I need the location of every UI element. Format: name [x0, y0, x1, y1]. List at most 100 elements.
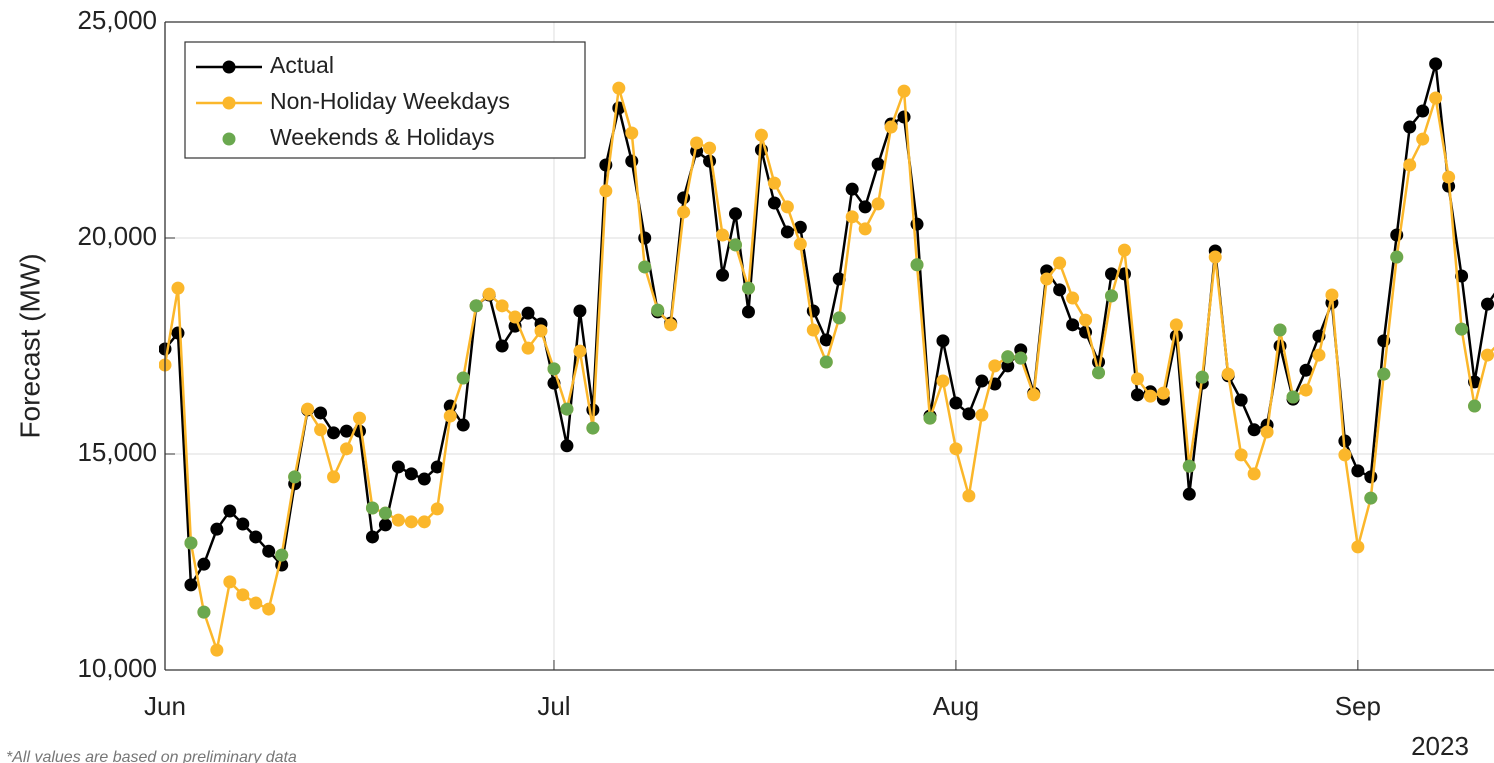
data-point — [858, 200, 872, 214]
legend-marker — [222, 96, 236, 110]
data-point — [1273, 323, 1287, 337]
data-point — [1066, 291, 1080, 305]
data-point — [1455, 322, 1469, 336]
data-point — [1221, 367, 1235, 381]
data-point — [949, 442, 963, 456]
data-point — [340, 424, 354, 438]
data-point — [1351, 464, 1365, 478]
data-point — [430, 460, 444, 474]
data-point — [1001, 359, 1015, 373]
x-tick-label: Aug — [933, 691, 979, 721]
data-point — [625, 126, 639, 140]
legend-label: Actual — [270, 52, 334, 78]
data-point — [858, 222, 872, 236]
data-point — [560, 402, 574, 416]
data-point — [378, 506, 392, 520]
data-point — [741, 305, 755, 319]
data-point — [949, 396, 963, 410]
data-point — [184, 578, 198, 592]
data-point — [1130, 388, 1144, 402]
data-point — [703, 141, 717, 155]
data-point — [1156, 386, 1170, 400]
data-point — [1027, 388, 1041, 402]
data-point — [806, 323, 820, 337]
data-point — [962, 407, 976, 421]
data-point — [599, 184, 613, 198]
data-point — [1014, 351, 1028, 365]
data-point — [767, 196, 781, 210]
data-point — [716, 268, 730, 282]
y-tick-label: 10,000 — [77, 653, 157, 683]
data-point — [1105, 289, 1119, 303]
data-point — [664, 318, 678, 332]
data-point — [1105, 267, 1119, 281]
data-point — [1079, 313, 1093, 327]
data-point — [495, 339, 509, 353]
data-point — [456, 371, 470, 385]
data-point — [1234, 448, 1248, 462]
data-point — [832, 311, 846, 325]
data-point — [845, 210, 859, 224]
y-tick-label: 25,000 — [77, 5, 157, 35]
data-point — [197, 605, 211, 619]
data-point — [534, 324, 548, 338]
data-point — [1312, 348, 1326, 362]
data-point — [1130, 372, 1144, 386]
axes: 10,000 15,000 20,000 25,000 Jun Jul Aug Sep — [77, 5, 1494, 721]
data-point — [1053, 256, 1067, 270]
data-point — [301, 402, 315, 416]
data-point — [430, 502, 444, 516]
legend-marker — [222, 60, 236, 74]
data-point — [210, 522, 224, 536]
data-point — [417, 472, 431, 486]
legend-label: Non-Holiday Weekdays — [270, 88, 510, 114]
data-point — [327, 426, 341, 440]
data-point — [288, 470, 302, 484]
series-line — [163, 87, 1494, 656]
data-point — [223, 575, 237, 589]
data-point — [1442, 170, 1456, 184]
data-point — [1092, 366, 1106, 380]
data-point — [1169, 318, 1183, 332]
data-point — [780, 200, 794, 214]
y-axis-label: Forecast (MW) — [14, 253, 45, 438]
x-year-label: 2023 — [1411, 731, 1469, 761]
data-point — [780, 225, 794, 239]
data-point — [573, 344, 587, 358]
x-tick-label: Jun — [144, 691, 186, 721]
data-point — [690, 136, 704, 150]
data-point — [897, 84, 911, 98]
data-point — [365, 530, 379, 544]
data-point — [417, 515, 431, 529]
data-point — [262, 602, 276, 616]
data-point — [910, 258, 924, 272]
data-point — [547, 362, 561, 376]
data-point — [936, 374, 950, 388]
data-point — [1066, 318, 1080, 332]
data-point — [1429, 57, 1443, 71]
data-point — [184, 536, 198, 550]
data-point — [443, 409, 457, 423]
data-point — [391, 513, 405, 527]
data-point — [988, 359, 1002, 373]
data-point — [884, 120, 898, 134]
data-point — [651, 303, 665, 317]
data-point — [1403, 158, 1417, 172]
data-point — [1481, 297, 1494, 311]
data-point — [262, 544, 276, 558]
data-point — [391, 460, 405, 474]
data-point — [975, 374, 989, 388]
data-point — [171, 281, 185, 295]
data-point — [612, 81, 626, 95]
data-point — [1364, 491, 1378, 505]
data-point — [1377, 367, 1391, 381]
data-point — [1299, 363, 1313, 377]
footnote: *All values are based on preliminary dat… — [6, 749, 297, 763]
data-point — [1416, 104, 1430, 118]
data-point — [677, 205, 691, 219]
data-point — [560, 439, 574, 453]
data-point — [638, 260, 652, 274]
data-point — [1117, 243, 1131, 257]
data-point — [365, 501, 379, 515]
data-point — [1351, 540, 1365, 554]
